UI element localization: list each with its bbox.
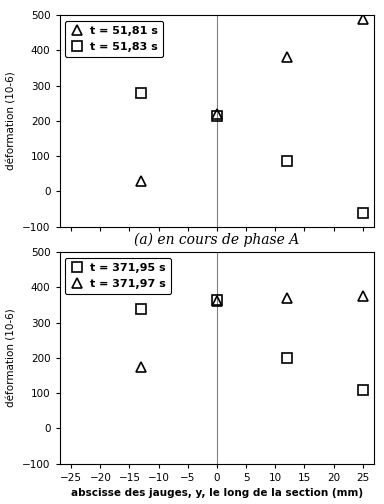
Text: (a) en cours de phase A: (a) en cours de phase A [134,232,300,246]
t = 371,95 s [285,355,289,361]
t = 371,97 s [285,295,289,301]
t = 371,95 s [215,297,219,303]
t = 371,95 s [139,305,144,311]
t = 51,83 s [285,158,289,164]
Line: t = 371,97 s: t = 371,97 s [136,291,367,371]
Legend: t = 51,81 s, t = 51,83 s: t = 51,81 s, t = 51,83 s [65,21,163,57]
t = 51,81 s [285,54,289,60]
t = 371,97 s [361,293,365,299]
Line: t = 51,83 s: t = 51,83 s [136,88,367,217]
t = 51,81 s [361,16,365,22]
t = 51,83 s [361,210,365,216]
t = 371,95 s [361,387,365,393]
X-axis label: abscisse des jauges, y, le long de la section (mm): abscisse des jauges, y, le long de la se… [71,488,363,498]
Line: t = 51,81 s: t = 51,81 s [136,14,367,185]
Y-axis label: déformation (10-6): déformation (10-6) [7,308,17,407]
t = 51,83 s [139,90,144,96]
Legend: t = 371,95 s, t = 371,97 s: t = 371,95 s, t = 371,97 s [65,258,171,294]
Line: t = 371,95 s: t = 371,95 s [136,295,367,395]
t = 371,97 s [215,298,219,304]
t = 51,81 s [139,178,144,184]
t = 51,81 s [215,111,219,117]
t = 371,97 s [139,364,144,370]
Y-axis label: déformation (10-6): déformation (10-6) [7,72,17,170]
t = 51,83 s [215,112,219,118]
